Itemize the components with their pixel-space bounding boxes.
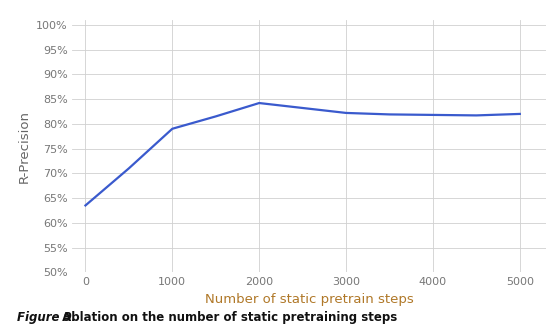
Text: Figure 9.: Figure 9. xyxy=(17,311,76,324)
X-axis label: Number of static pretrain steps: Number of static pretrain steps xyxy=(205,292,413,306)
Y-axis label: R-Precision: R-Precision xyxy=(17,110,31,183)
Text: Ablation on the number of static pretraining steps: Ablation on the number of static pretrai… xyxy=(58,311,398,324)
